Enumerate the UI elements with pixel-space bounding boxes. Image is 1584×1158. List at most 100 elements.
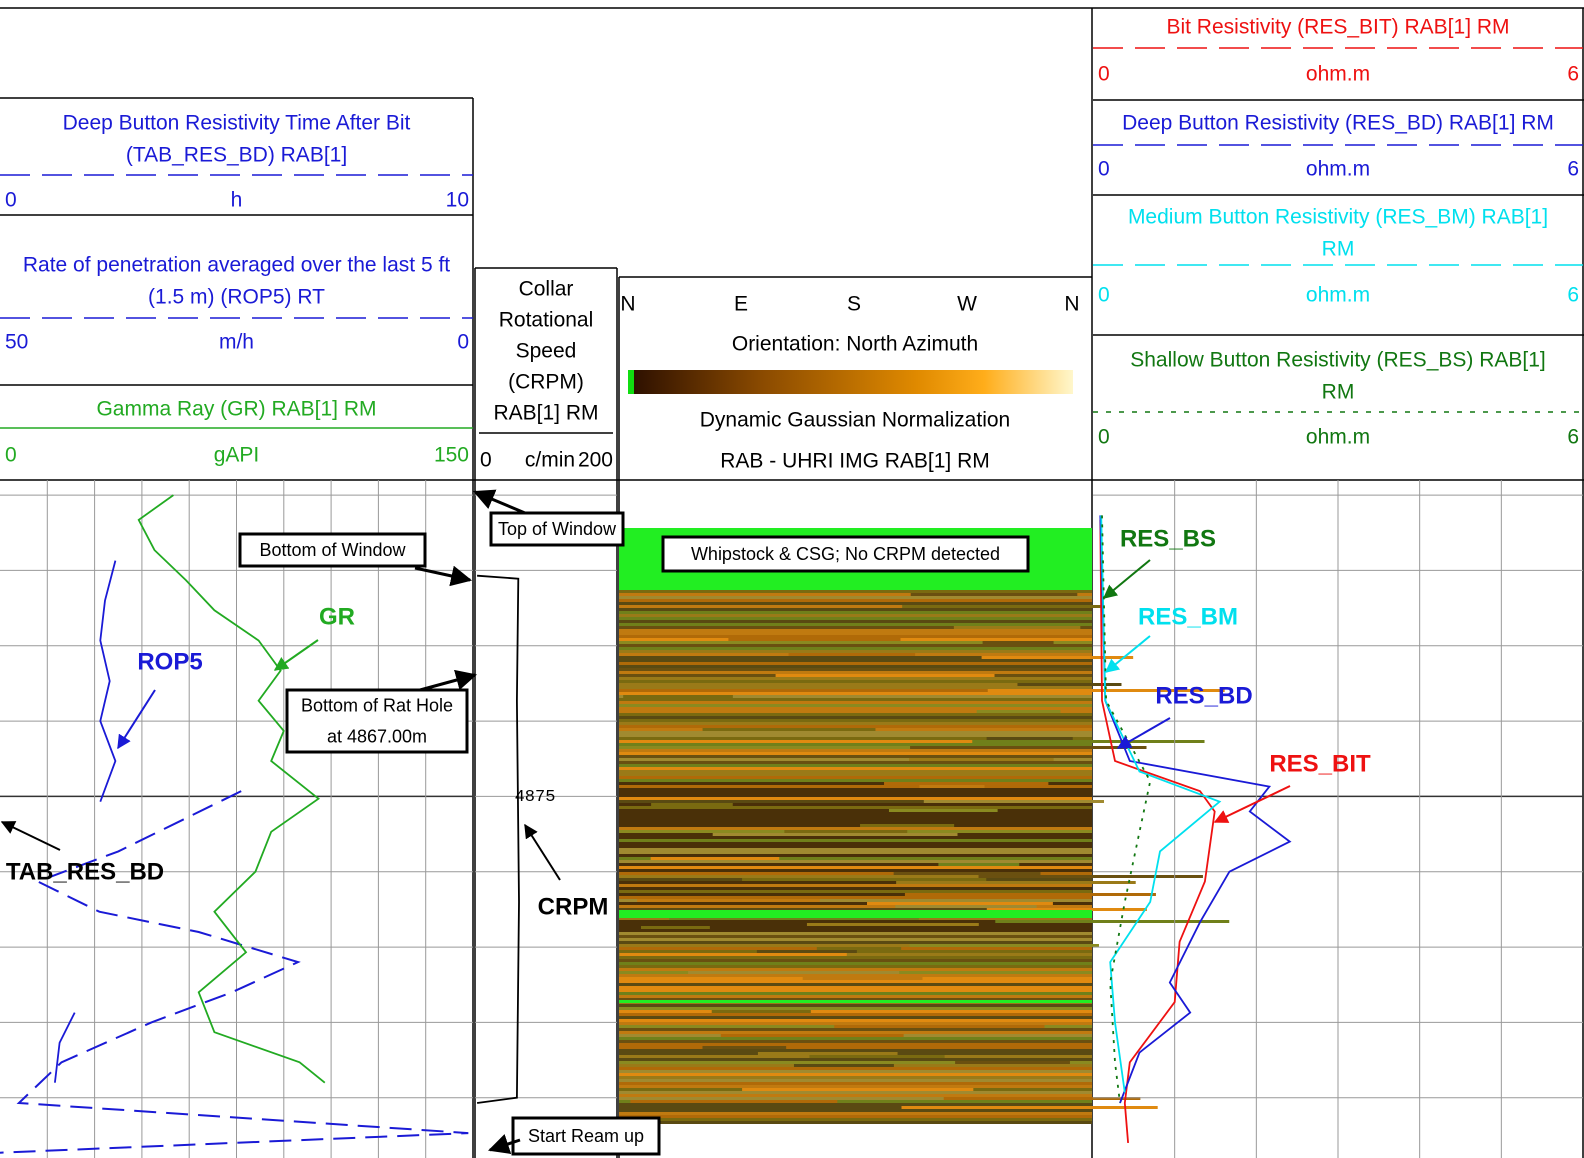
image-row-spot: [834, 1025, 1044, 1028]
image-row: [619, 848, 1092, 851]
scale-unit: ohm.m: [1306, 284, 1370, 307]
image-row: [619, 764, 1092, 767]
scale-unit: ohm.m: [1306, 158, 1370, 181]
image-row: [619, 692, 1092, 695]
scale-unit: m/h: [219, 331, 254, 354]
image-row: [619, 662, 1092, 665]
annotation-text: at 4867.00m: [327, 726, 427, 746]
image-row: [619, 1118, 1092, 1121]
image-row: [619, 734, 1092, 737]
image-row: [619, 818, 1092, 821]
image-row-spot: [954, 626, 1080, 629]
image-row: [619, 980, 1092, 983]
image-row: [619, 941, 1092, 944]
image-row: [619, 716, 1092, 719]
image-row: [619, 860, 1092, 863]
curve-name: (CRPM): [508, 371, 584, 394]
image-row-spot: [983, 641, 1054, 644]
image-row-spot: [758, 1052, 898, 1055]
image-row: [619, 1049, 1092, 1052]
image-row: [619, 863, 1092, 866]
image-row: [619, 974, 1092, 977]
color-scale-low: [628, 370, 634, 394]
image-row: [619, 851, 1092, 854]
image-row-spot: [860, 824, 954, 827]
image-row: [619, 785, 1092, 788]
image-row: [619, 1016, 1092, 1019]
image-row: [619, 1040, 1092, 1043]
curve-name: RAB[1] RM: [493, 402, 598, 425]
curve-name: Shallow Button Resistivity (RES_BS) RAB[…: [1130, 349, 1546, 372]
image-row-spot: [809, 1055, 944, 1058]
image-row-spot: [977, 710, 1061, 713]
image-row: [619, 1037, 1092, 1040]
image-row: [619, 644, 1092, 647]
curve-label: ROP5: [137, 648, 202, 675]
image-row: [619, 731, 1092, 734]
image-row: [619, 608, 1092, 611]
image-row-spot: [623, 695, 733, 698]
curve: [1101, 515, 1219, 1092]
image-row: [619, 680, 1092, 683]
scale-unit: c/min: [525, 449, 575, 472]
image-row: [619, 962, 1092, 965]
curve: [55, 561, 116, 1083]
annotation-arrow: [420, 675, 475, 690]
image-row: [619, 719, 1092, 722]
curve-name: Bit Resistivity (RES_BIT) RAB[1] RM: [1166, 16, 1509, 39]
curve-name: Medium Button Resistivity (RES_BM) RAB[1…: [1128, 206, 1548, 229]
image-row: [619, 665, 1092, 668]
image-row-spot: [789, 653, 916, 656]
image-row-spot: [637, 899, 820, 902]
image-row: [619, 755, 1092, 758]
image-row-spot: [905, 893, 1156, 896]
annotation-text: Start Ream up: [528, 1126, 644, 1146]
image-row: [619, 1028, 1092, 1031]
image-row-spot: [702, 1046, 786, 1049]
image-row: [619, 722, 1092, 725]
image-row: [619, 815, 1092, 818]
image-row-spot: [896, 881, 1136, 884]
image-row: [619, 845, 1092, 848]
image-row-spot: [728, 638, 900, 641]
curve-label: TAB_RES_BD: [6, 858, 164, 885]
image-row: [619, 1067, 1092, 1070]
image-row: [619, 866, 1092, 869]
image-band: [619, 910, 1092, 918]
scale-right: 150: [434, 444, 469, 467]
image-row-spot: [630, 1100, 837, 1103]
scale-left: 0: [1098, 426, 1110, 449]
annotation-text: Bottom of Rat Hole: [301, 695, 453, 715]
image-row-spot: [867, 902, 1053, 905]
image-row: [619, 812, 1092, 815]
annotation-text: Top of Window: [498, 519, 617, 539]
image-header: RAB - UHRI IMG RAB[1] RM: [720, 450, 990, 473]
image-row: [619, 1070, 1092, 1073]
image-row-spot: [620, 953, 847, 956]
image-row: [619, 854, 1092, 857]
image-row: [619, 992, 1092, 995]
image-row-spot: [902, 1106, 1158, 1109]
scale-left: 0: [1098, 158, 1110, 181]
scale-left: 0: [5, 444, 17, 467]
scale-unit: gAPI: [214, 444, 260, 467]
image-row: [619, 896, 1092, 899]
curve: [0, 791, 468, 1153]
image-row-spot: [895, 905, 1036, 908]
curve-label: RES_BIT: [1269, 750, 1371, 777]
curve-name: Deep Button Resistivity Time After Bit: [63, 112, 411, 135]
image-row: [619, 938, 1092, 941]
image-row: [619, 602, 1092, 605]
scale-unit: ohm.m: [1306, 63, 1370, 86]
image-row-spot: [713, 833, 958, 836]
image-row: [619, 629, 1092, 632]
scale-left: 0: [480, 449, 492, 472]
image-row-spot: [742, 1088, 973, 1091]
image-row: [619, 989, 1092, 992]
image-row: [619, 968, 1092, 971]
image-row: [619, 797, 1092, 800]
curve-name: Deep Button Resistivity (RES_BD) RAB[1] …: [1122, 112, 1554, 135]
image-row: [619, 788, 1092, 791]
image-row: [619, 686, 1092, 689]
image-row: [619, 620, 1092, 623]
